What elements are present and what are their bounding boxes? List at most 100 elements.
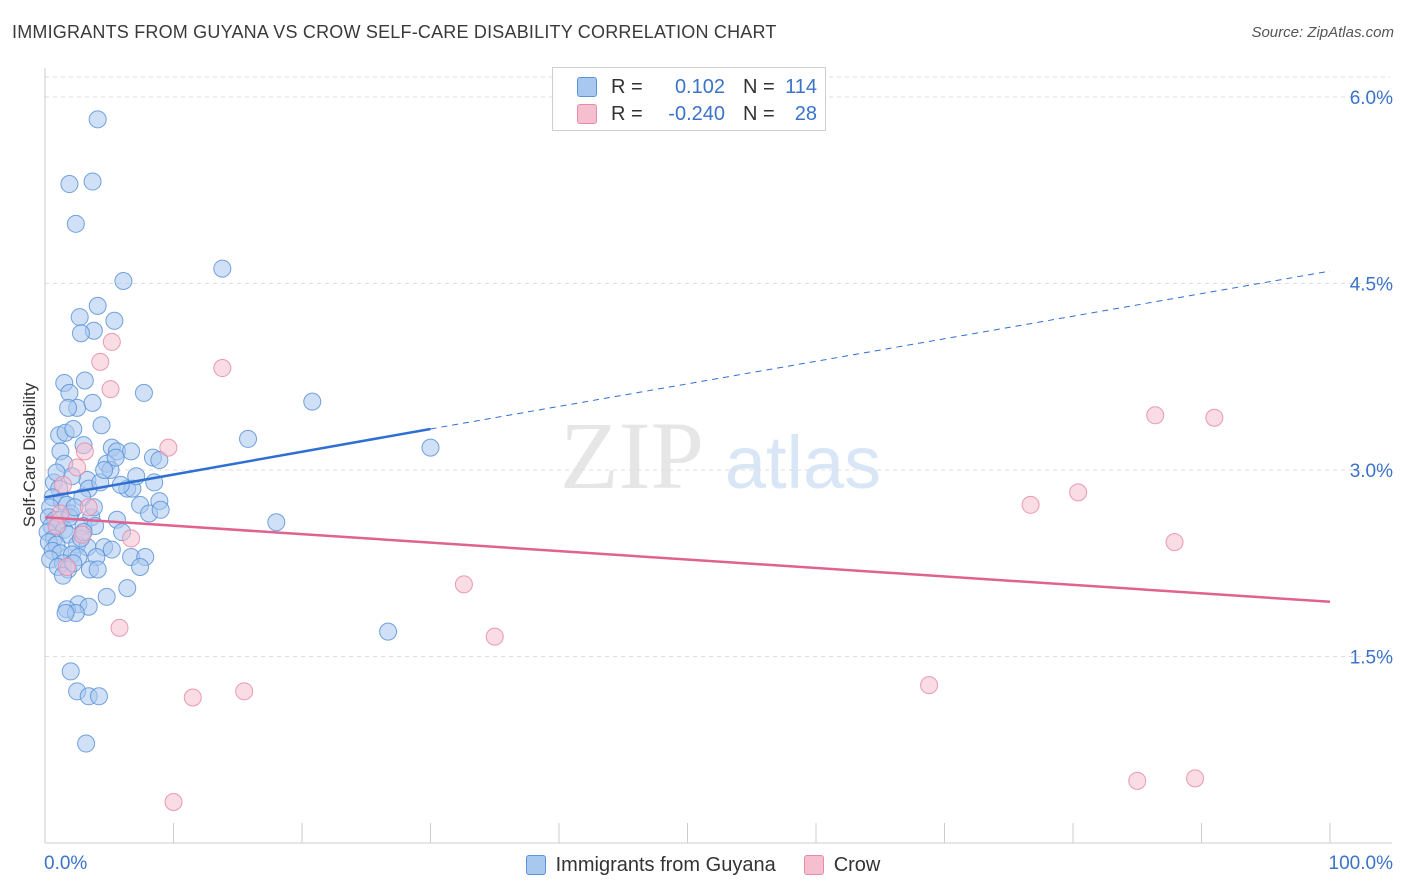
- r-label: R =: [611, 75, 643, 98]
- n-value: 114: [785, 75, 817, 98]
- y-tick-label: 3.0%: [1350, 461, 1393, 482]
- crow-point: [454, 575, 473, 594]
- guyana-point: [239, 429, 258, 448]
- crow-point: [122, 529, 141, 548]
- guyana-trend-line: [44, 427, 431, 499]
- guyana-point: [105, 311, 124, 330]
- guyana-point: [88, 560, 107, 579]
- legend-item-guyana[interactable]: Immigrants from Guyana: [525, 853, 776, 877]
- guyana-point: [97, 587, 116, 606]
- gridlines: [45, 76, 1390, 657]
- y-tick-label: 1.5%: [1350, 648, 1393, 669]
- crow-swatch: [577, 104, 597, 124]
- crow-point: [1165, 533, 1184, 552]
- crow-point: [1186, 769, 1205, 788]
- x-tick-label: 0.0%: [44, 853, 87, 874]
- legend-item-crow[interactable]: Crow: [803, 853, 881, 877]
- guyana-point: [77, 734, 96, 753]
- crow-point: [1205, 408, 1224, 427]
- guyana-point: [95, 461, 114, 479]
- guyana-point: [303, 392, 322, 411]
- guyana-point: [56, 603, 75, 622]
- stats-legend: R = 0.102 N = 114 R = -0.240 N = 28: [552, 67, 826, 131]
- guyana-point: [66, 214, 85, 233]
- crow-point: [91, 352, 110, 371]
- crow-point: [68, 458, 87, 477]
- guyana-point: [61, 662, 80, 681]
- data-points: [38, 110, 1224, 811]
- guyana-point: [83, 393, 102, 412]
- crow-point: [159, 438, 178, 457]
- crow-legend-swatch: [803, 855, 824, 875]
- tick-labels: 1.5% 3.0% 4.5% 6.0% 0.0% 100.0%: [44, 88, 1393, 874]
- crow-point: [1069, 483, 1088, 502]
- crow-point: [73, 525, 92, 544]
- crow-point: [110, 618, 129, 637]
- guyana-point: [131, 557, 150, 576]
- guyana-point: [83, 172, 102, 191]
- crow-point: [1128, 771, 1147, 790]
- guyana-point: [134, 383, 153, 402]
- crow-point: [485, 627, 504, 646]
- guyana-point: [64, 419, 83, 438]
- stats-row-guyana: R = 0.102 N = 114: [577, 74, 817, 100]
- guyana-point: [213, 259, 232, 278]
- crow-point: [101, 380, 120, 399]
- crow-point: [1146, 406, 1165, 425]
- guyana-swatch: [577, 77, 597, 97]
- guyana-point: [106, 448, 125, 467]
- guyana-legend-swatch: [525, 855, 546, 875]
- chart-title: IMMIGRANTS FROM GUYANA VS CROW SELF-CARE…: [12, 22, 777, 42]
- guyana-point: [151, 500, 170, 519]
- guyana-point: [88, 110, 107, 129]
- legend-label-crow: Crow: [833, 853, 881, 876]
- guyana-point: [59, 398, 78, 417]
- crow-point: [75, 442, 94, 461]
- source-credit: Source: ZipAtlas.com: [1251, 24, 1394, 41]
- guyana-point: [267, 513, 286, 532]
- guyana-point: [60, 383, 79, 402]
- n-label: N =: [743, 75, 775, 98]
- crow-point: [53, 475, 72, 494]
- r-value: 0.102: [674, 75, 725, 98]
- crow-point: [79, 498, 98, 517]
- crow-point: [213, 359, 232, 378]
- guyana-point: [118, 579, 137, 598]
- guyana-point: [60, 175, 79, 194]
- crow-point: [47, 516, 66, 535]
- guyana-point: [150, 451, 169, 470]
- legend-label-guyana: Immigrants from Guyana: [555, 853, 776, 876]
- crow-point: [920, 676, 939, 695]
- guyana-point: [75, 371, 94, 390]
- guyana-point: [114, 272, 133, 291]
- crow-point: [183, 688, 202, 707]
- y-tick-label: 6.0%: [1350, 88, 1393, 109]
- crow-point: [164, 792, 183, 811]
- n-label: N =: [743, 102, 775, 125]
- watermark-zip: ZIP: [560, 402, 704, 509]
- guyana-point: [379, 622, 398, 641]
- axes: [44, 68, 1392, 844]
- guyana-point: [92, 416, 111, 435]
- y-axis-label: Self-Care Disability: [20, 382, 39, 527]
- r-label: R =: [611, 102, 643, 125]
- r-value: -0.240: [668, 102, 725, 125]
- n-value: 28: [794, 102, 817, 125]
- crow-point: [235, 682, 254, 701]
- guyana-point: [70, 308, 89, 327]
- guyana-point: [71, 324, 90, 343]
- watermark: ZIP atlas: [560, 402, 881, 509]
- guyana-trend-extension: [430, 270, 1331, 430]
- series-legend: Immigrants from Guyana Crow: [0, 852, 1406, 878]
- guyana-point: [88, 296, 107, 315]
- stats-row-crow: R = -0.240 N = 28: [577, 101, 817, 127]
- y-tick-label: 4.5%: [1350, 275, 1393, 296]
- crow-point: [57, 557, 76, 576]
- x-tick-label: 100.0%: [1329, 853, 1394, 874]
- guyana-point: [102, 540, 121, 559]
- guyana-point: [89, 687, 108, 706]
- crow-point: [1021, 495, 1040, 514]
- watermark-atlas: atlas: [725, 421, 881, 504]
- crow-point: [102, 332, 121, 351]
